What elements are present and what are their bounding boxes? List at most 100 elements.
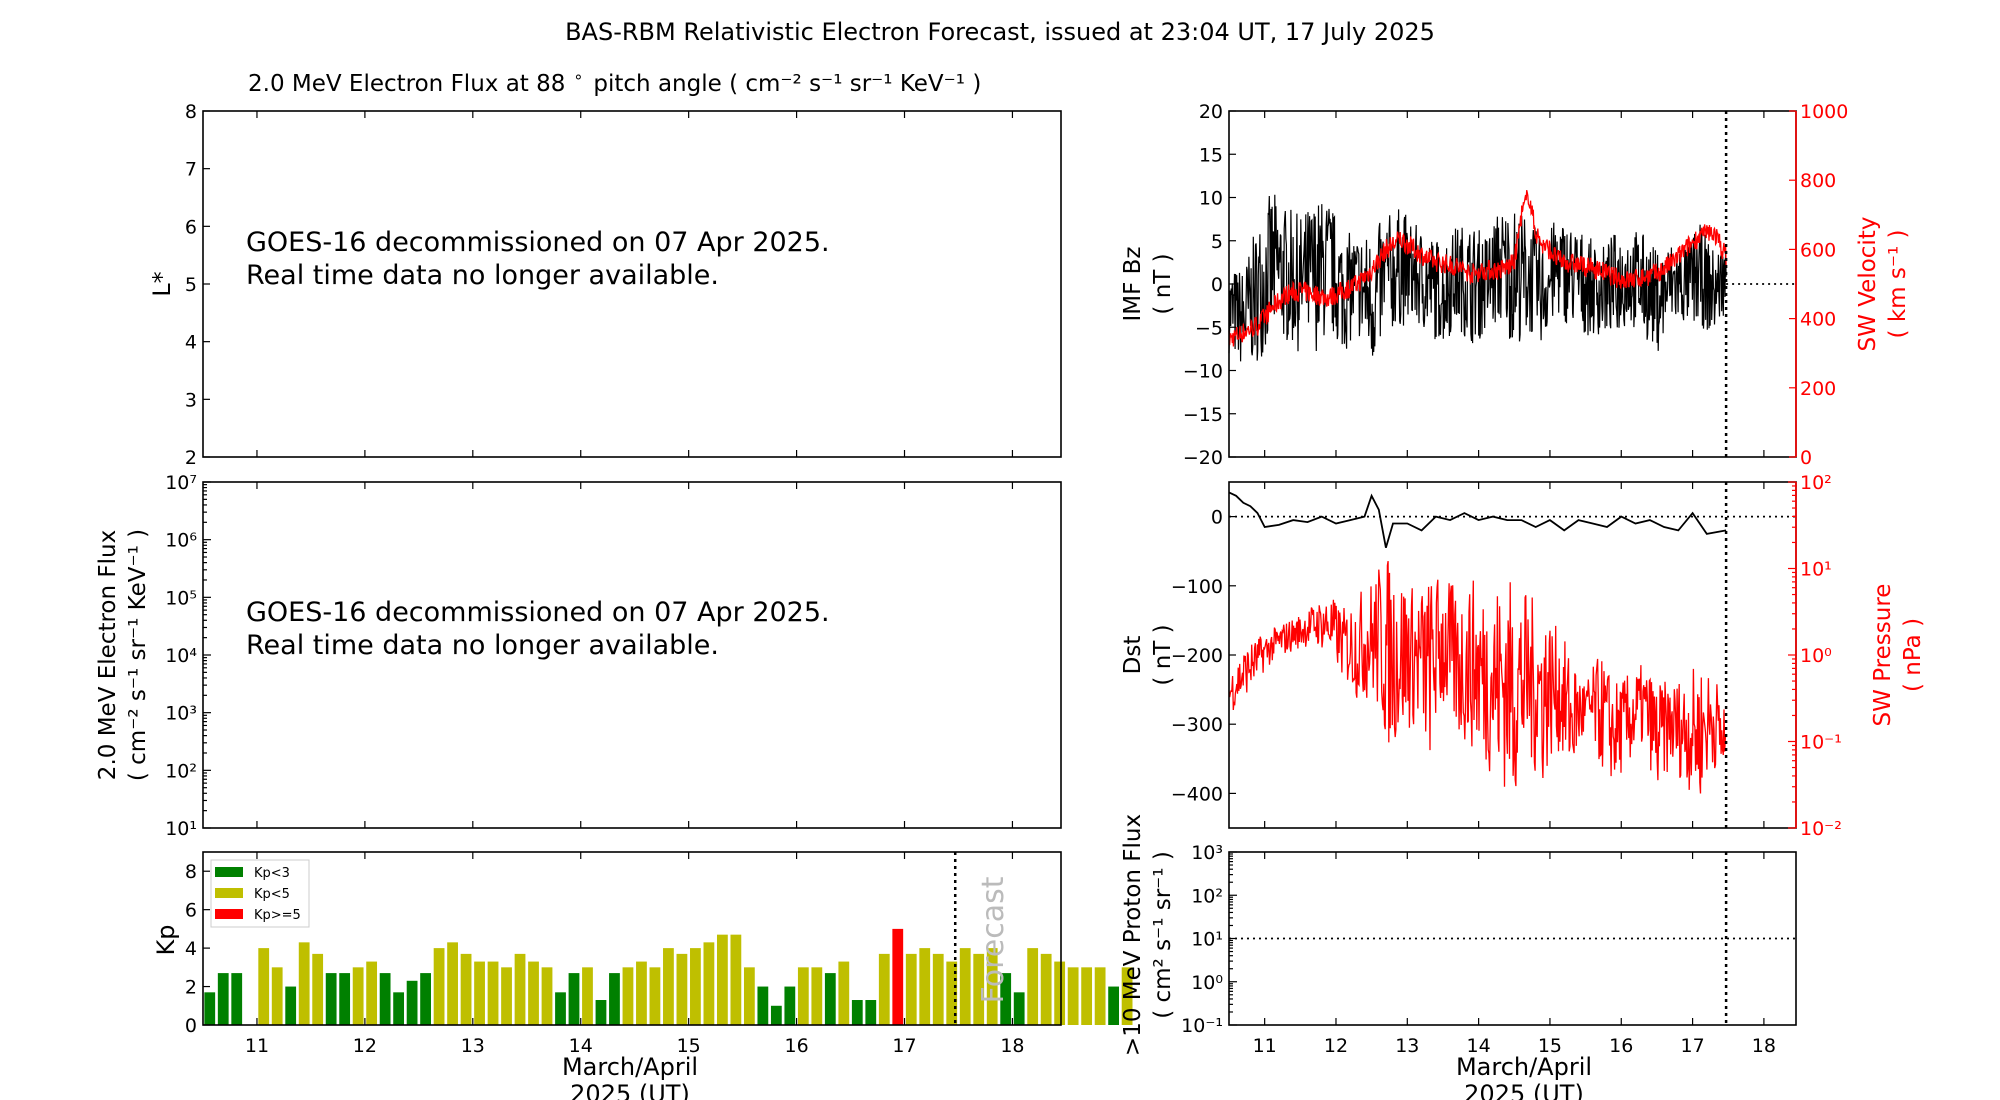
dst-ytick-label: 0 (1211, 507, 1223, 529)
kp-bar (595, 1000, 607, 1025)
kp-bar (622, 967, 634, 1025)
imf-ytick-label: −15 (1183, 404, 1223, 426)
kp-xtick-label: 17 (892, 1035, 916, 1057)
proton-xtick-label: 13 (1395, 1035, 1419, 1057)
dst-ylabel-line2: ( nT ) (1150, 624, 1176, 685)
kp-ytick-label: 2 (185, 977, 197, 999)
kp-bar (676, 953, 688, 1025)
sw-pressure-ytick-label: 10⁰ (1800, 645, 1832, 667)
proton-ytick-label: 10⁻¹ (1181, 1015, 1223, 1037)
kp-bar (1121, 967, 1133, 1025)
lstar-ytick-label: 3 (185, 389, 197, 411)
flux-notice-line1: GOES-16 decommissioned on 07 Apr 2025. (246, 597, 830, 628)
kp-bar (271, 967, 283, 1025)
sw-pressure-ytick-label: 10¹ (1800, 559, 1832, 581)
lstar-notice-line2: Real time data no longer available. (246, 260, 719, 291)
legend-label-kp-low: Kp<3 (254, 866, 290, 881)
proton-ytick-label: 10² (1191, 885, 1223, 907)
sw-pressure-ylabel-line2: ( nPa ) (1900, 618, 1926, 692)
kp-bar (905, 953, 917, 1025)
kp-bar (325, 973, 337, 1025)
kp-bar (1027, 948, 1039, 1025)
kp-xtick-label: 18 (1000, 1035, 1024, 1057)
kp-bar (716, 934, 728, 1025)
kp-bar (690, 948, 701, 1025)
imf-ylabel-line1: IMF Bz (1120, 246, 1146, 321)
kp-bar (919, 948, 931, 1025)
kp-bar (892, 928, 904, 1025)
flux-ytick-label: 10⁶ (165, 530, 197, 552)
flux-ytick-label: 10³ (165, 703, 197, 725)
sw-velocity-line (1228, 190, 1727, 347)
kp-bar (663, 948, 674, 1025)
kp-bar (973, 953, 985, 1025)
imf-ytick-label: −5 (1195, 317, 1223, 339)
kp-xtick-label: 16 (784, 1035, 808, 1057)
imf-ytick-label: 10 (1199, 188, 1223, 210)
flux-ytick-label: 10⁷ (165, 472, 197, 494)
lstar-ytick-label: 5 (185, 274, 197, 296)
lstar-ytick-label: 2 (185, 447, 197, 469)
kp-xtick-label: 12 (353, 1035, 377, 1057)
imf-ytick-label: 0 (1211, 274, 1223, 296)
dst-ytick-label: −300 (1171, 714, 1223, 736)
dst-ytick-label: −400 (1171, 783, 1223, 805)
kp-panel: Forecast 0 2 4 6 8 11 12 13 14 15 16 17 18 Kp Kp<3 … (152, 851, 1133, 1100)
imf-bz-line (1228, 194, 1727, 362)
lstar-ylabel: L* (148, 271, 176, 296)
kp-bar (447, 942, 458, 1025)
kp-xlabel-line1: March/April (562, 1053, 698, 1081)
kp-bar (932, 953, 944, 1025)
kp-bar (703, 942, 715, 1025)
kp-bar (298, 942, 310, 1025)
flux-notice-line2: Real time data no longer available. (246, 630, 719, 661)
kp-bar (258, 948, 270, 1025)
kp-bar (851, 1000, 863, 1025)
kp-xtick-label: 13 (461, 1035, 485, 1057)
kp-ylabel: Kp (152, 925, 180, 956)
imf-ytick-label: −10 (1183, 361, 1223, 383)
kp-bar (339, 973, 351, 1025)
kp-bar (838, 961, 850, 1025)
legend-label-kp-mid: Kp<5 (254, 887, 290, 902)
sw-pressure-ytick-label: 10⁻¹ (1800, 732, 1842, 754)
proton-xtick-label: 18 (1752, 1035, 1776, 1057)
imf-ytick-label: −20 (1183, 447, 1223, 469)
kp-bar (406, 980, 418, 1025)
kp-xlabel-line2: 2025 (UT) (570, 1080, 690, 1100)
lstar-panel: 2.0 MeV Electron Flux at 88 ∘ pitch angle … (148, 67, 1062, 469)
sw-velocity-ytick-label: 400 (1800, 309, 1836, 331)
kp-bar (1000, 973, 1012, 1025)
lstar-title-units: pitch angle ( cm⁻² s⁻¹ sr⁻¹ KeV⁻¹ ) (593, 71, 981, 97)
kp-bar (1081, 967, 1093, 1025)
sw-velocity-ylabel-line1: SW Velocity (1855, 217, 1881, 352)
flux-panel: 10¹ 10² 10³ 10⁴ 10⁵ 10⁶ 10⁷ 2.0 MeV Electron F… (95, 472, 1062, 840)
kp-bar (217, 973, 229, 1025)
kp-bar (433, 948, 445, 1025)
kp-xtick-label: 14 (569, 1035, 593, 1057)
kp-ytick-label: 8 (185, 861, 197, 883)
sw-velocity-ytick-label: 800 (1800, 170, 1836, 192)
kp-bar (757, 986, 769, 1025)
flux-ytick-label: 10² (165, 760, 197, 782)
sw-pressure-line (1228, 560, 1727, 794)
proton-xtick-label: 12 (1324, 1035, 1348, 1057)
sw-velocity-ytick-label: 200 (1800, 378, 1836, 400)
proton-xtick-label: 16 (1609, 1035, 1633, 1057)
proton-xlabel-line1: March/April (1456, 1053, 1592, 1081)
lstar-ytick-label: 4 (185, 332, 197, 354)
kp-bar (420, 973, 431, 1025)
flux-ytick-label: 10⁵ (165, 587, 197, 609)
proton-xtick-label: 17 (1680, 1035, 1704, 1057)
dst-ytick-label: −200 (1171, 645, 1223, 667)
kp-bar (460, 953, 472, 1025)
kp-ytick-label: 4 (185, 938, 197, 960)
kp-bar (568, 973, 580, 1025)
dst-line (1228, 491, 1727, 548)
kp-bar (541, 967, 553, 1025)
kp-bar (824, 973, 836, 1025)
kp-forecast-label: Forecast (976, 876, 1011, 1003)
kp-bar (811, 967, 823, 1025)
